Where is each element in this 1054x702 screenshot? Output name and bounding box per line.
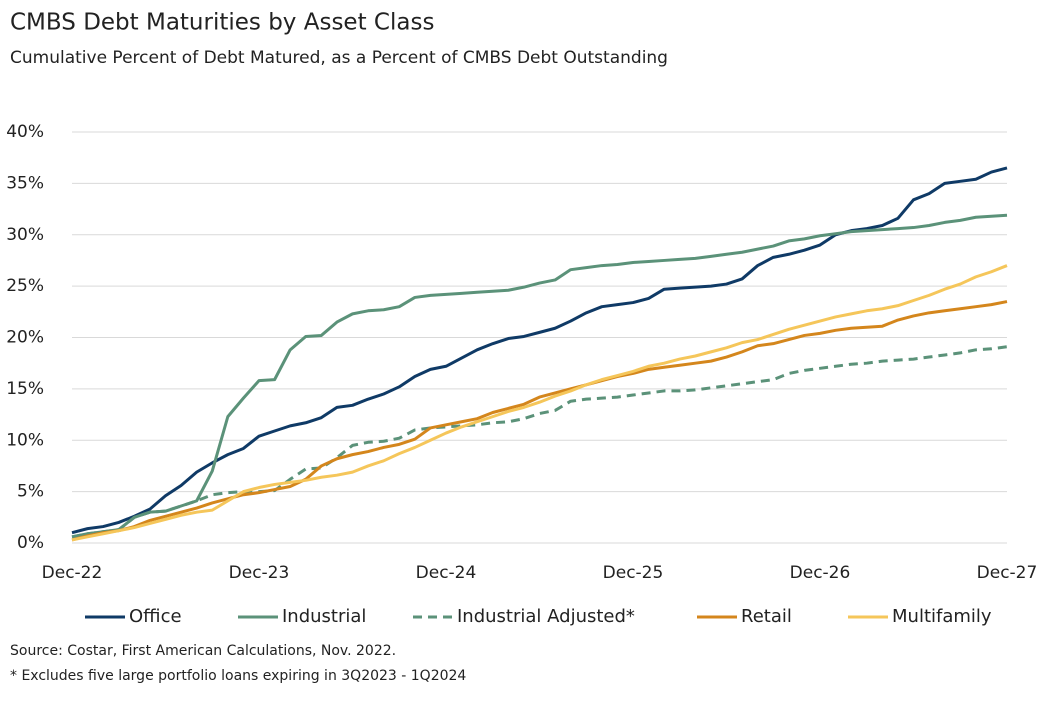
- x-tick-label: Dec-22: [42, 563, 103, 583]
- y-tick-label: 5%: [17, 482, 44, 502]
- x-tick-label: Dec-26: [790, 563, 851, 583]
- y-tick-label: 35%: [6, 173, 44, 193]
- legend-label: Industrial Adjusted*: [457, 606, 635, 627]
- y-tick-label: 0%: [17, 533, 44, 553]
- series-line: [71, 300, 1008, 542]
- legend-label: Industrial: [282, 606, 366, 627]
- series-line: [71, 345, 1008, 539]
- y-tick-label: 30%: [6, 225, 44, 245]
- chart-subtitle: Cumulative Percent of Debt Matured, as a…: [10, 48, 668, 68]
- y-tick-label: 15%: [6, 379, 44, 399]
- chart-title: CMBS Debt Maturities by Asset Class: [10, 10, 434, 36]
- y-tick-label: 25%: [6, 276, 44, 296]
- footnote: * Excludes five large portfolio loans ex…: [10, 668, 466, 684]
- source-note: Source: Costar, First American Calculati…: [10, 643, 396, 659]
- x-tick-label: Dec-24: [416, 563, 477, 583]
- legend-label: Retail: [741, 606, 792, 627]
- x-tick-label: Dec-25: [603, 563, 664, 583]
- y-tick-label: 10%: [6, 430, 44, 450]
- x-tick-label: Dec-27: [977, 563, 1038, 583]
- legend-label: Multifamily: [892, 606, 992, 627]
- x-tick-label: Dec-23: [229, 563, 290, 583]
- series-line: [71, 213, 1008, 539]
- y-tick-label: 20%: [6, 328, 44, 348]
- series-line: [71, 166, 1008, 535]
- legend-label: Office: [129, 606, 182, 627]
- y-tick-label: 40%: [6, 122, 44, 142]
- series-line: [71, 264, 1008, 542]
